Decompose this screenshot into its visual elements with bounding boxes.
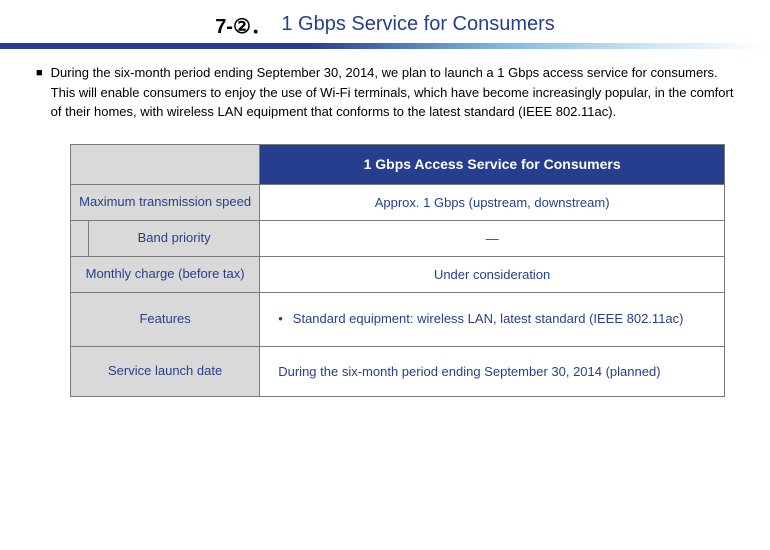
title-number: 7-②．	[215, 10, 271, 39]
table-row: Service launch date During the six-month…	[71, 346, 725, 396]
bullet-row: ■ During the six-month period ending Sep…	[36, 63, 740, 122]
table-header-row: 1 Gbps Access Service for Consumers	[71, 144, 725, 184]
row-value-launch-date: During the six-month period ending Septe…	[260, 346, 725, 396]
table-row: Maximum transmission speed Approx. 1 Gbp…	[71, 184, 725, 220]
feature-text: Standard equipment: wireless LAN, latest…	[293, 310, 684, 328]
table-row: Features • Standard equipment: wireless …	[71, 292, 725, 346]
row-label-launch-date: Service launch date	[71, 346, 260, 396]
table-row: Monthly charge (before tax) Under consid…	[71, 256, 725, 292]
row-value-max-speed: Approx. 1 Gbps (upstream, downstream)	[260, 184, 725, 220]
header-main-cell: 1 Gbps Access Service for Consumers	[260, 144, 725, 184]
paragraph-section: ■ During the six-month period ending Sep…	[0, 63, 770, 122]
row-label-monthly-charge: Monthly charge (before tax)	[71, 256, 260, 292]
row-label-max-speed: Maximum transmission speed	[71, 184, 260, 220]
row-value-monthly-charge: Under consideration	[260, 256, 725, 292]
title-text: 1 Gbps Service for Consumers	[281, 13, 554, 36]
row-indent-cell	[71, 220, 89, 256]
feature-bullet-row: • Standard equipment: wireless LAN, late…	[278, 310, 706, 328]
row-label-features: Features	[71, 292, 260, 346]
title-underline-bar	[0, 43, 770, 49]
row-value-features: • Standard equipment: wireless LAN, late…	[260, 292, 725, 346]
table-row: Band priority —	[71, 220, 725, 256]
page-title-wrap: 7-②． 1 Gbps Service for Consumers	[0, 0, 770, 43]
service-table-wrap: 1 Gbps Access Service for Consumers Maxi…	[0, 122, 770, 397]
square-bullet-icon: ■	[36, 63, 43, 82]
service-table: 1 Gbps Access Service for Consumers Maxi…	[70, 144, 725, 397]
paragraph-text: During the six-month period ending Septe…	[51, 63, 740, 122]
header-blank-cell	[71, 144, 260, 184]
row-value-band-priority: —	[260, 220, 725, 256]
row-label-band-priority: Band priority	[89, 220, 260, 256]
dot-bullet-icon: •	[278, 310, 283, 328]
